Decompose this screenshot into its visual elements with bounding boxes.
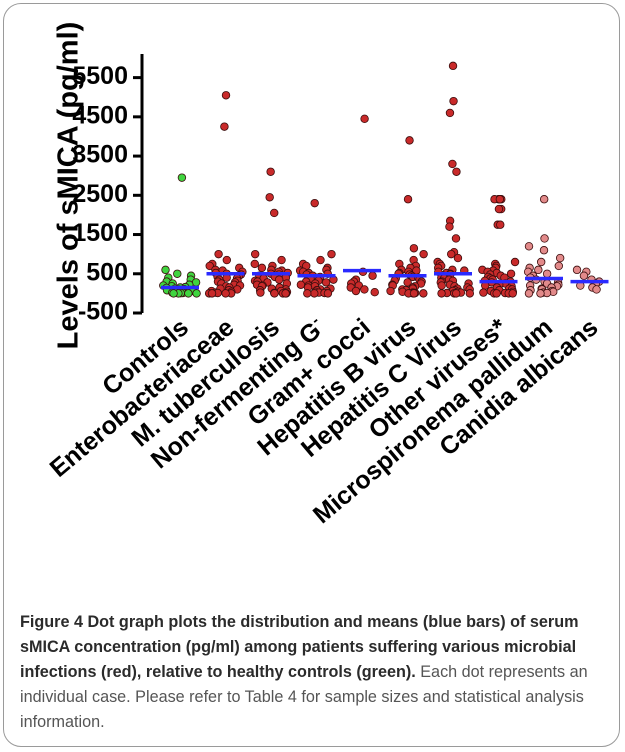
data-point (303, 289, 312, 298)
data-point (184, 289, 193, 298)
y-tick-label: 5500 (72, 62, 128, 90)
y-tick-labels: 5500 4500 3500 2500 1500 500 -500 (72, 62, 128, 325)
y-tick-label: -500 (78, 298, 128, 326)
data-point (524, 242, 534, 251)
data-point (445, 108, 455, 118)
data-point (447, 249, 456, 259)
data-point (360, 114, 369, 124)
data-points (159, 61, 604, 298)
y-tick-label: 4500 (72, 101, 128, 129)
data-point (448, 159, 457, 169)
data-point (437, 289, 446, 298)
data-point (221, 91, 231, 100)
data-point (250, 259, 259, 269)
data-point (370, 288, 379, 297)
data-point (205, 261, 214, 271)
mean-bars (161, 268, 609, 290)
axes (133, 54, 144, 315)
data-point (510, 257, 520, 267)
data-point (465, 289, 475, 298)
y-axis-label-group: Levels of sMICA (pg/ml) (53, 22, 85, 350)
data-point (555, 253, 565, 263)
data-point (536, 289, 545, 298)
data-point (448, 61, 458, 71)
data-point (540, 234, 549, 243)
data-point (177, 173, 187, 182)
data-point (277, 255, 286, 265)
data-point (257, 263, 267, 273)
data-point (453, 253, 463, 263)
figure-caption: Figure 4 Dot graph plots the distributio… (20, 610, 610, 735)
data-point (449, 96, 458, 106)
y-tick-label: 1500 (72, 219, 128, 247)
data-point (310, 289, 319, 298)
data-point (173, 269, 182, 278)
data-point (296, 280, 306, 289)
data-point (496, 220, 505, 229)
data-point (270, 208, 279, 218)
data-point (592, 285, 601, 294)
data-point (409, 289, 419, 298)
data-point (265, 193, 274, 202)
data-point (351, 286, 361, 296)
data-point (386, 286, 395, 296)
data-point (405, 136, 414, 145)
data-point (437, 281, 446, 290)
data-point (494, 204, 504, 214)
data-point (419, 249, 428, 259)
data-point (492, 289, 501, 298)
data-point (409, 244, 419, 253)
data-point (539, 195, 549, 204)
data-point (310, 198, 319, 208)
y-axis-label: Levels of sMICA (pg/ml) (53, 22, 85, 350)
y-tick-label: 3500 (72, 141, 128, 169)
data-point (572, 265, 582, 275)
data-point (536, 257, 546, 267)
data-point (214, 249, 223, 259)
data-point (220, 122, 229, 131)
data-point (508, 289, 517, 298)
data-point (274, 275, 284, 284)
data-point (579, 271, 589, 280)
figure-frame (3, 3, 620, 747)
data-point (542, 269, 552, 278)
data-point (266, 167, 275, 176)
data-point (323, 289, 333, 298)
data-point (452, 167, 461, 176)
data-point (539, 246, 549, 255)
data-point (554, 261, 563, 271)
data-point (534, 265, 543, 275)
data-point (524, 289, 534, 298)
data-point (451, 234, 461, 243)
dot-plot: Levels of sMICA (pg/ml) 5500 4500 3500 2500… (45, 22, 609, 529)
data-point (281, 289, 290, 298)
data-point (451, 289, 461, 298)
data-point (222, 255, 232, 265)
data-point (419, 289, 428, 298)
data-point (479, 288, 488, 297)
data-point (207, 289, 217, 298)
data-point (192, 289, 201, 298)
data-point (161, 265, 170, 275)
data-point (327, 249, 336, 259)
caption-title: Figure 4 Dot graph plots the distributio… (20, 613, 579, 681)
data-point (360, 285, 369, 294)
data-point (256, 288, 265, 297)
data-point (495, 195, 505, 204)
y-tick-label: 500 (86, 258, 128, 286)
data-point (316, 255, 325, 265)
data-point (368, 271, 377, 280)
data-point (321, 278, 331, 287)
data-point (403, 195, 413, 204)
data-point (403, 278, 412, 287)
data-point (250, 249, 260, 259)
data-point (445, 222, 454, 231)
data-point (169, 289, 178, 298)
y-tick-label: 2500 (72, 180, 128, 208)
data-point (270, 289, 279, 298)
caption-body: Each dot represents an individual case. … (20, 663, 588, 731)
data-point (221, 289, 230, 298)
